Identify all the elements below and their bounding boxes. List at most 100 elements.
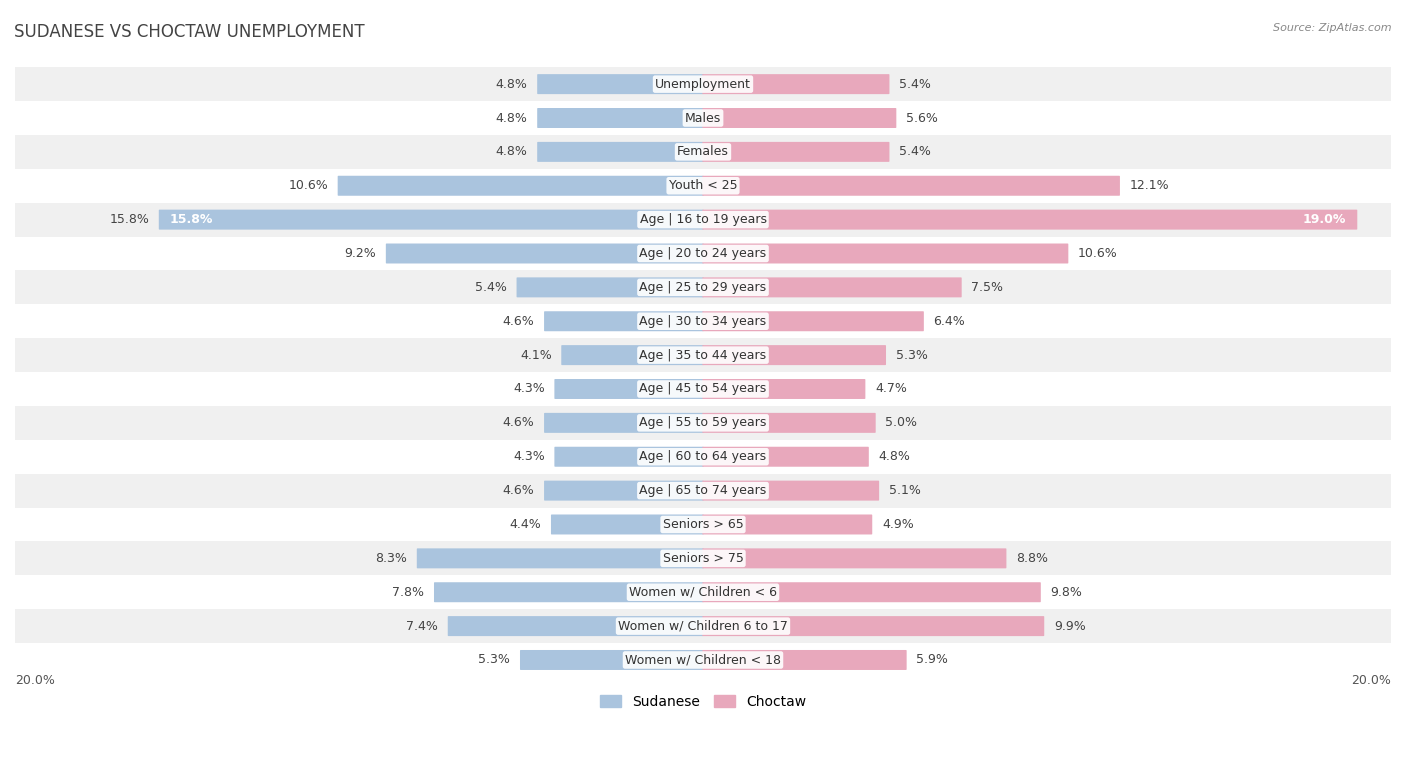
Text: 8.8%: 8.8% — [1017, 552, 1047, 565]
Text: 10.6%: 10.6% — [288, 179, 328, 192]
FancyBboxPatch shape — [551, 515, 703, 534]
FancyBboxPatch shape — [537, 74, 703, 94]
Text: 4.3%: 4.3% — [513, 450, 544, 463]
FancyBboxPatch shape — [337, 176, 703, 196]
Text: 5.9%: 5.9% — [917, 653, 948, 666]
Text: 4.6%: 4.6% — [503, 484, 534, 497]
FancyBboxPatch shape — [537, 142, 703, 162]
Bar — [15, 304, 1391, 338]
FancyBboxPatch shape — [537, 108, 703, 128]
FancyBboxPatch shape — [703, 210, 1357, 229]
Text: Age | 25 to 29 years: Age | 25 to 29 years — [640, 281, 766, 294]
FancyBboxPatch shape — [703, 379, 865, 399]
FancyBboxPatch shape — [520, 650, 703, 670]
Bar — [15, 135, 1391, 169]
Text: 4.8%: 4.8% — [496, 78, 527, 91]
FancyBboxPatch shape — [703, 447, 869, 467]
Text: Unemployment: Unemployment — [655, 78, 751, 91]
FancyBboxPatch shape — [544, 481, 703, 500]
FancyBboxPatch shape — [703, 582, 1040, 603]
Text: 4.8%: 4.8% — [879, 450, 910, 463]
FancyBboxPatch shape — [703, 244, 1069, 263]
Bar — [15, 406, 1391, 440]
Bar — [15, 609, 1391, 643]
Bar — [15, 203, 1391, 236]
Text: 9.2%: 9.2% — [344, 247, 377, 260]
FancyBboxPatch shape — [516, 277, 703, 298]
FancyBboxPatch shape — [703, 413, 876, 433]
Text: 20.0%: 20.0% — [15, 674, 55, 687]
FancyBboxPatch shape — [434, 582, 703, 603]
FancyBboxPatch shape — [416, 548, 703, 569]
Text: Women w/ Children < 18: Women w/ Children < 18 — [626, 653, 780, 666]
Text: Age | 30 to 34 years: Age | 30 to 34 years — [640, 315, 766, 328]
FancyBboxPatch shape — [385, 244, 703, 263]
Text: Age | 65 to 74 years: Age | 65 to 74 years — [640, 484, 766, 497]
Text: 5.1%: 5.1% — [889, 484, 921, 497]
Text: 5.3%: 5.3% — [896, 349, 928, 362]
Text: 6.4%: 6.4% — [934, 315, 966, 328]
Text: 5.4%: 5.4% — [898, 145, 931, 158]
Text: Age | 16 to 19 years: Age | 16 to 19 years — [640, 213, 766, 226]
FancyBboxPatch shape — [703, 616, 1045, 636]
Text: 4.9%: 4.9% — [882, 518, 914, 531]
Bar — [15, 67, 1391, 101]
Text: 4.6%: 4.6% — [503, 315, 534, 328]
FancyBboxPatch shape — [703, 548, 1007, 569]
Bar — [15, 440, 1391, 474]
Text: Females: Females — [678, 145, 728, 158]
FancyBboxPatch shape — [544, 413, 703, 433]
Text: Age | 55 to 59 years: Age | 55 to 59 years — [640, 416, 766, 429]
Text: Age | 35 to 44 years: Age | 35 to 44 years — [640, 349, 766, 362]
FancyBboxPatch shape — [447, 616, 703, 636]
Text: 4.6%: 4.6% — [503, 416, 534, 429]
Text: Age | 45 to 54 years: Age | 45 to 54 years — [640, 382, 766, 395]
Text: Age | 60 to 64 years: Age | 60 to 64 years — [640, 450, 766, 463]
Text: Women w/ Children < 6: Women w/ Children < 6 — [628, 586, 778, 599]
Bar — [15, 507, 1391, 541]
FancyBboxPatch shape — [561, 345, 703, 365]
Text: 4.3%: 4.3% — [513, 382, 544, 395]
Legend: Sudanese, Choctaw: Sudanese, Choctaw — [595, 689, 811, 714]
Text: 9.8%: 9.8% — [1050, 586, 1083, 599]
Text: 5.4%: 5.4% — [475, 281, 508, 294]
FancyBboxPatch shape — [703, 142, 890, 162]
Text: 19.0%: 19.0% — [1303, 213, 1347, 226]
Bar — [15, 575, 1391, 609]
FancyBboxPatch shape — [703, 277, 962, 298]
Text: 5.0%: 5.0% — [886, 416, 917, 429]
Text: Source: ZipAtlas.com: Source: ZipAtlas.com — [1274, 23, 1392, 33]
Text: 20.0%: 20.0% — [1351, 674, 1391, 687]
Text: 4.8%: 4.8% — [496, 145, 527, 158]
FancyBboxPatch shape — [703, 481, 879, 500]
Text: 4.4%: 4.4% — [509, 518, 541, 531]
Text: 7.4%: 7.4% — [406, 620, 439, 633]
Bar — [15, 643, 1391, 677]
FancyBboxPatch shape — [703, 345, 886, 365]
Text: 7.8%: 7.8% — [392, 586, 425, 599]
Bar — [15, 236, 1391, 270]
FancyBboxPatch shape — [554, 447, 703, 467]
Text: 7.5%: 7.5% — [972, 281, 1004, 294]
Bar — [15, 372, 1391, 406]
Bar — [15, 169, 1391, 203]
Bar — [15, 338, 1391, 372]
Bar — [15, 270, 1391, 304]
FancyBboxPatch shape — [159, 210, 703, 229]
Text: 4.1%: 4.1% — [520, 349, 551, 362]
Bar — [15, 541, 1391, 575]
Text: 15.8%: 15.8% — [170, 213, 214, 226]
Text: Women w/ Children 6 to 17: Women w/ Children 6 to 17 — [619, 620, 787, 633]
Text: Age | 20 to 24 years: Age | 20 to 24 years — [640, 247, 766, 260]
FancyBboxPatch shape — [703, 176, 1121, 196]
Bar — [15, 474, 1391, 507]
Text: 5.4%: 5.4% — [898, 78, 931, 91]
FancyBboxPatch shape — [703, 650, 907, 670]
Text: Males: Males — [685, 111, 721, 124]
Text: 4.7%: 4.7% — [875, 382, 907, 395]
Text: 9.9%: 9.9% — [1054, 620, 1085, 633]
FancyBboxPatch shape — [703, 74, 890, 94]
Text: 4.8%: 4.8% — [496, 111, 527, 124]
Text: Seniors > 65: Seniors > 65 — [662, 518, 744, 531]
FancyBboxPatch shape — [703, 108, 897, 128]
